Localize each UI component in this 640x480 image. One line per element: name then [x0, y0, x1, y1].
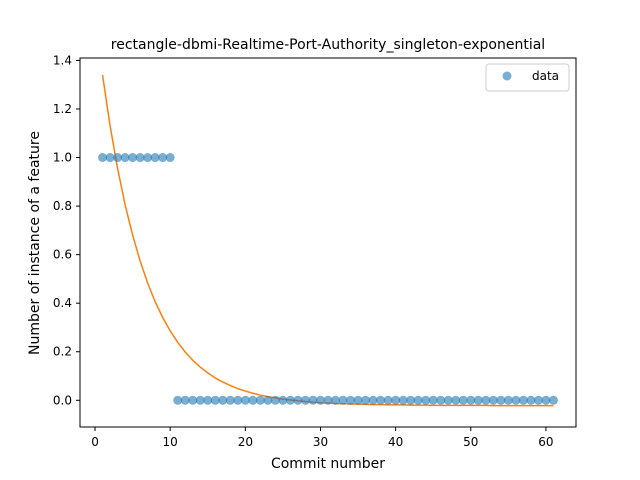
y-tick-label: 0.2: [53, 345, 72, 359]
data-point: [496, 395, 506, 405]
data-point: [541, 395, 551, 405]
data-point: [278, 395, 288, 405]
data-point: [135, 153, 145, 163]
data-point: [150, 153, 160, 163]
axes-frame: [79, 57, 577, 428]
data-point: [285, 395, 295, 405]
data-point: [511, 395, 521, 405]
y-tick-label: 1.2: [53, 102, 72, 116]
data-point: [105, 153, 115, 163]
x-axis-label: Commit number: [271, 456, 385, 472]
data-point: [173, 395, 183, 405]
data-point: [526, 395, 536, 405]
data-point: [458, 395, 468, 405]
data-point: [158, 153, 168, 163]
x-tick-label: 50: [463, 435, 478, 449]
x-tick-label: 20: [238, 435, 253, 449]
data-point: [113, 153, 123, 163]
y-axis-label: Number of instance of a feature: [27, 131, 43, 355]
data-point: [300, 395, 310, 405]
data-point: [323, 395, 333, 405]
y-tick-label: 0.0: [53, 393, 72, 407]
y-tick-label: 0.4: [53, 296, 72, 310]
data-point: [503, 395, 513, 405]
data-point: [338, 395, 348, 405]
data-point: [263, 395, 273, 405]
data-point: [143, 153, 153, 163]
data-point: [203, 395, 213, 405]
data-point: [473, 395, 483, 405]
data-point: [413, 395, 423, 405]
data-point: [270, 395, 280, 405]
data-point: [331, 395, 341, 405]
data-point: [346, 395, 356, 405]
data-point: [391, 395, 401, 405]
data-point: [233, 395, 243, 405]
data-point: [98, 153, 108, 163]
y-tick-label: 1.4: [53, 53, 72, 67]
data-point: [466, 395, 476, 405]
data-point: [165, 153, 175, 163]
x-tick-label: 0: [91, 435, 99, 449]
data-point: [518, 395, 528, 405]
data-point: [436, 395, 446, 405]
legend-marker-data: [502, 71, 512, 81]
x-tick-label: 10: [163, 435, 178, 449]
x-tick-label: 40: [388, 435, 403, 449]
data-point: [120, 153, 130, 163]
data-point: [255, 395, 265, 405]
data-point: [308, 395, 318, 405]
data-point: [443, 395, 453, 405]
data-point: [218, 395, 228, 405]
data-point: [361, 395, 371, 405]
data-point: [353, 395, 363, 405]
x-tick-label: 30: [313, 435, 328, 449]
legend-box: [485, 63, 570, 92]
plot-area: 0 10 20 30 40 50 60 0.0 0.2 0.4 0.6 0.8 1.0 1.2 1.4: [53, 53, 577, 449]
data-point: [428, 395, 438, 405]
x-tick-label: 60: [538, 435, 553, 449]
data-point: [180, 395, 190, 405]
data-point: [293, 395, 303, 405]
data-point: [195, 395, 205, 405]
data-point: [548, 395, 558, 405]
data-point: [406, 395, 416, 405]
y-tick-label: 1.0: [53, 151, 72, 165]
data-point: [398, 395, 408, 405]
data-point: [421, 395, 431, 405]
data-point: [315, 395, 325, 405]
legend: data: [485, 63, 570, 92]
data-point: [533, 395, 543, 405]
chart-title: rectangle-dbmi-Realtime-Port-Authority_s…: [111, 37, 545, 53]
data-point: [451, 395, 461, 405]
data-point: [248, 395, 258, 405]
data-point: [128, 153, 138, 163]
y-tick-label: 0.8: [53, 199, 72, 213]
y-tick-label: 0.6: [53, 248, 72, 262]
data-point: [240, 395, 250, 405]
legend-label-data: data: [532, 69, 559, 83]
data-point: [210, 395, 220, 405]
data-point: [481, 395, 491, 405]
data-point: [225, 395, 235, 405]
data-point: [488, 395, 498, 405]
data-point: [188, 395, 198, 405]
data-point: [368, 395, 378, 405]
data-point: [383, 395, 393, 405]
data-point: [376, 395, 386, 405]
